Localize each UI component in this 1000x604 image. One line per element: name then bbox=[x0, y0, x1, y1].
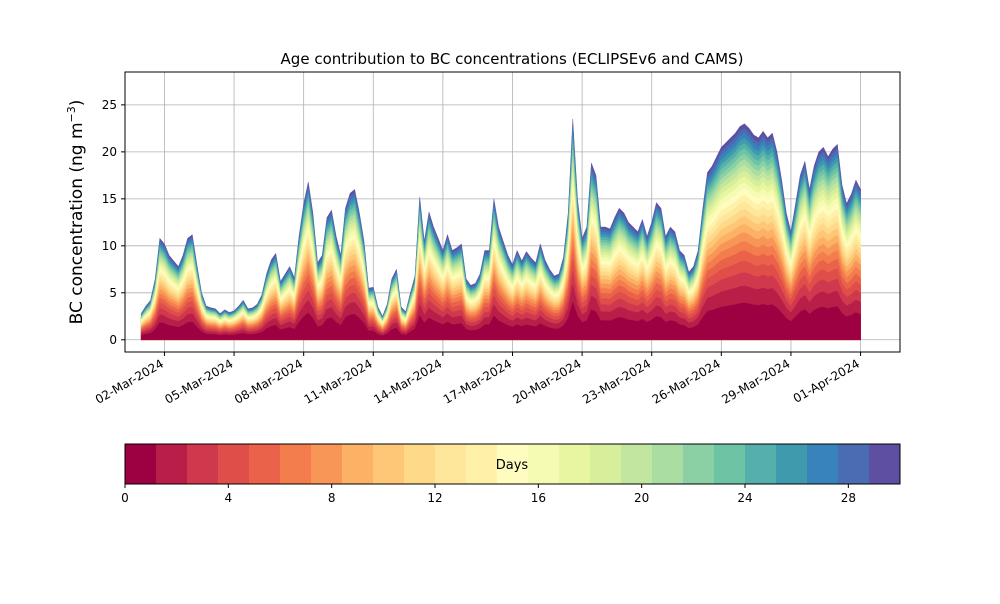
plot-area: 0 5 10 15 20 25 02-Mar-202405-Mar-202408-Mar-… bbox=[93, 71, 901, 407]
colorbar-swatch bbox=[156, 444, 188, 484]
y-axis-label: BC concentration (ng m−3) bbox=[65, 100, 87, 325]
y-tick-label: 10 bbox=[102, 239, 117, 253]
colorbar-swatch bbox=[404, 444, 436, 484]
x-tick-label: 20-Mar-2024 bbox=[510, 356, 583, 406]
colorbar-swatch bbox=[745, 444, 777, 484]
colorbar-ticks: 0 4 8 12 16 20 24 28 bbox=[121, 484, 856, 505]
colorbar-swatch bbox=[869, 444, 901, 484]
colorbar-tick-label: 8 bbox=[328, 491, 336, 505]
colorbar-tick-label: 4 bbox=[225, 491, 233, 505]
y-axis-label-sup: −3 bbox=[65, 106, 78, 122]
x-tick-label: 02-Mar-2024 bbox=[93, 356, 166, 406]
y-axis-label-main: BC concentration (ng m bbox=[67, 122, 87, 324]
colorbar-swatch bbox=[280, 444, 312, 484]
colorbar-swatch bbox=[311, 444, 343, 484]
colorbar-tick-label: 0 bbox=[121, 491, 129, 505]
colorbar-swatch bbox=[559, 444, 591, 484]
y-tick-label: 25 bbox=[102, 98, 117, 112]
chart-title: Age contribution to BC concentrations (E… bbox=[281, 50, 744, 68]
colorbar-label: Days bbox=[496, 458, 529, 473]
colorbar-swatch bbox=[528, 444, 560, 484]
x-tick-label: 14-Mar-2024 bbox=[371, 356, 444, 406]
y-axis: 0 5 10 15 20 25 bbox=[102, 98, 125, 347]
colorbar-swatch bbox=[590, 444, 622, 484]
y-tick-label: 20 bbox=[102, 145, 117, 159]
colorbar-tick-label: 16 bbox=[531, 491, 546, 505]
x-tick-label: 29-Mar-2024 bbox=[719, 356, 792, 406]
y-tick-label: 5 bbox=[109, 286, 117, 300]
colorbar-swatch bbox=[466, 444, 498, 484]
colorbar-swatch bbox=[187, 444, 219, 484]
x-tick-label: 17-Mar-2024 bbox=[441, 356, 514, 406]
colorbar-swatch bbox=[249, 444, 281, 484]
x-tick-label: 08-Mar-2024 bbox=[232, 356, 305, 406]
colorbar-swatch bbox=[621, 444, 653, 484]
y-axis-label-close: ) bbox=[67, 100, 87, 107]
colorbar-tick-label: 20 bbox=[634, 491, 649, 505]
x-tick-label: 05-Mar-2024 bbox=[162, 356, 235, 406]
y-tick-label: 0 bbox=[109, 333, 117, 347]
x-tick-label: 26-Mar-2024 bbox=[650, 356, 723, 406]
colorbar-swatch bbox=[125, 444, 157, 484]
colorbar-swatch bbox=[776, 444, 808, 484]
x-axis: 02-Mar-202405-Mar-202408-Mar-202411-Mar-… bbox=[93, 352, 862, 407]
colorbar-swatch bbox=[373, 444, 405, 484]
age-band-0 bbox=[141, 301, 861, 340]
colorbar-swatch bbox=[714, 444, 746, 484]
colorbar-tick-label: 28 bbox=[841, 491, 856, 505]
x-tick-label: 23-Mar-2024 bbox=[580, 356, 653, 406]
x-tick-label: 11-Mar-2024 bbox=[302, 356, 375, 406]
y-tick-label: 15 bbox=[102, 192, 117, 206]
x-tick-label: 01-Apr-2024 bbox=[791, 356, 862, 405]
colorbar-swatch bbox=[838, 444, 870, 484]
colorbar: Days 0 4 8 12 16 20 24 28 bbox=[121, 443, 901, 505]
colorbar-swatch bbox=[342, 444, 374, 484]
colorbar-swatch bbox=[497, 444, 529, 484]
colorbar-tick-label: 12 bbox=[427, 491, 442, 505]
colorbar-tick-label: 24 bbox=[737, 491, 752, 505]
colorbar-border bbox=[124, 443, 901, 485]
colorbar-swatch bbox=[683, 444, 715, 484]
colorbar-swatches bbox=[125, 444, 901, 484]
colorbar-swatch bbox=[218, 444, 250, 484]
colorbar-swatch bbox=[807, 444, 839, 484]
colorbar-swatch bbox=[652, 444, 684, 484]
colorbar-swatch bbox=[435, 444, 467, 484]
stacked-age-areas bbox=[141, 118, 861, 340]
